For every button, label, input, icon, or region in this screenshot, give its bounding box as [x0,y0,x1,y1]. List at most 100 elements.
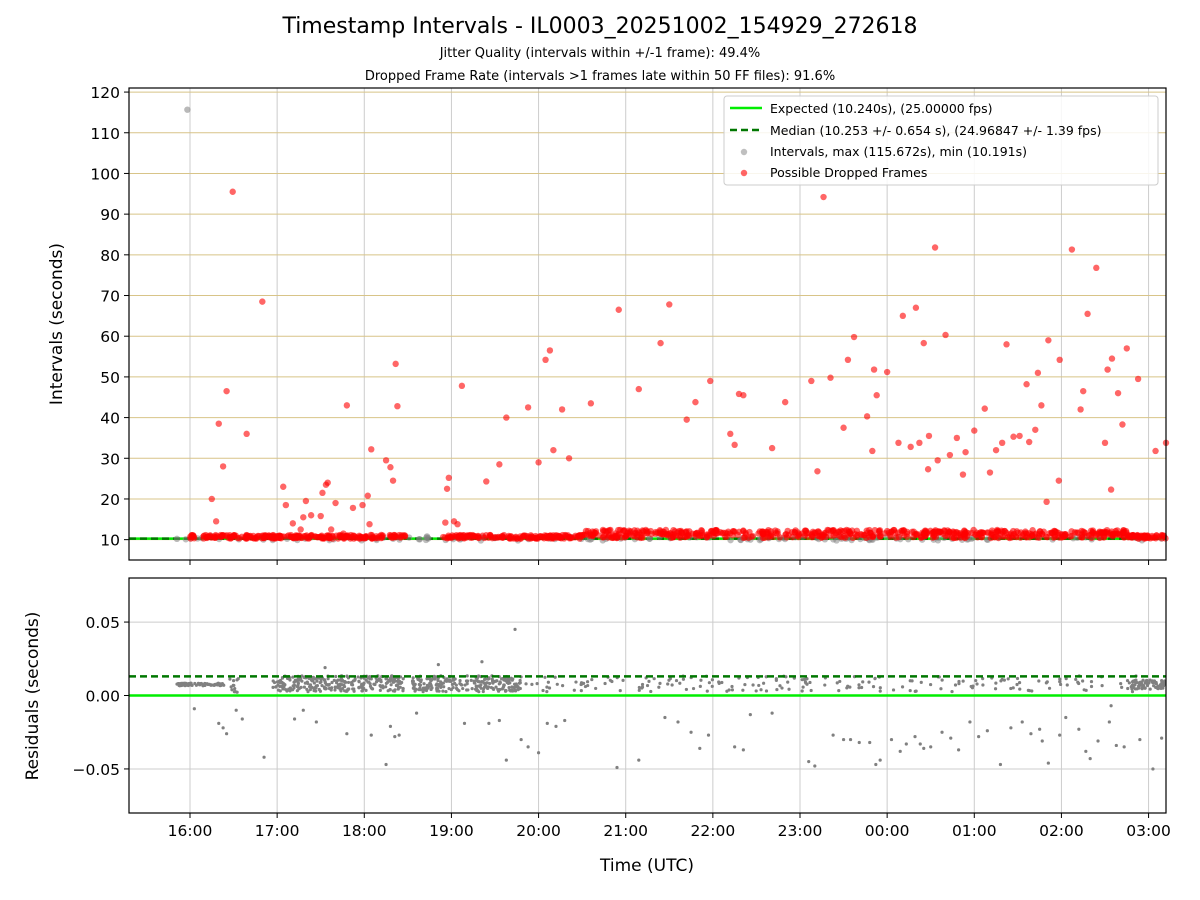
residual-point [391,679,396,683]
residual-point [436,663,440,667]
residual-point [411,676,415,680]
residual-point [845,686,849,690]
dropped-frame-point [1029,532,1036,539]
residual-point [707,681,711,685]
residual-point [306,689,310,694]
residual-point [320,683,324,688]
residual-point [857,683,861,687]
residual-point [494,685,498,689]
residual-point [1015,676,1020,681]
dropped-frame-point [216,533,224,540]
dropped-frame-point [881,530,889,537]
dropped-frame-point [1093,264,1100,272]
dropped-frame-point [767,528,775,535]
residual-point [940,678,944,682]
residual-point [480,660,484,664]
residual-point [380,684,385,688]
residual-point [969,684,973,689]
residual-point [545,685,549,689]
residual-point [1137,685,1141,689]
residual-point [743,682,747,687]
residual-point [441,681,445,685]
dropped-frame-point [212,518,220,525]
residuals-reference-lines [129,675,1166,697]
residual-point [1064,676,1068,681]
residual-point [918,742,922,746]
residual-point [1015,682,1019,687]
x-tick-label: 23:00 [778,822,823,840]
residual-point [977,735,981,739]
residual-point [419,688,423,692]
dropped-frame-point [566,535,573,542]
dropped-frame-point [1056,356,1063,364]
dropped-frame-point [683,533,691,540]
residual-point [232,690,236,694]
chart-subtitle-dropped: Dropped Frame Rate (intervals >1 frames … [364,69,836,84]
residual-point [968,720,972,724]
dropped-frame-point [587,400,595,407]
dropped-frame-point [662,526,670,534]
dropped-frame-point [327,526,335,533]
residual-point [919,680,923,685]
dropped-frame-point [401,533,408,540]
residual-point [1084,749,1088,753]
residual-point [545,690,549,694]
residual-point [710,678,714,682]
residual-point [437,689,441,693]
dropped-frame-point [486,531,494,539]
dropped-frame-point [483,478,490,485]
residual-point [998,762,1003,767]
dropped-frame-point [1104,366,1111,373]
residual-point [547,686,552,690]
residual-point [748,712,752,717]
dropped-frame-point [223,387,230,395]
residual-point [1037,679,1041,683]
dropped-frame-point [781,398,789,406]
residual-point [913,735,917,739]
dropped-frame-point [962,448,969,456]
residual-point [1096,739,1100,743]
intervals-y-tick-label: 30 [100,450,120,468]
dropped-frame-point [740,392,747,399]
residual-point [861,680,865,684]
residual-point [295,684,299,689]
dropped-frame-point [1051,531,1058,539]
residual-point [837,689,841,693]
residual-point [1047,686,1052,690]
residual-point [949,736,953,740]
dropped-frame-point [481,534,488,542]
residual-point [498,680,502,684]
residual-point [1088,757,1092,761]
residual-point [389,677,393,682]
residual-point [787,687,791,691]
dropped-frame-point [1038,402,1045,409]
residual-point [637,758,641,762]
residual-point [1162,684,1166,688]
residual-point [674,678,679,683]
residual-point [940,730,944,734]
residual-point [439,680,443,684]
legend: Expected (10.240s), (25.00000 fps) Media… [723,95,1159,186]
dropped-frame-point [868,532,876,540]
residual-point [705,689,709,693]
residual-point [733,745,737,749]
dropped-frame-point [946,451,954,459]
residual-point [900,685,905,689]
dropped-frame-point [759,530,766,538]
dropped-frame-point [844,356,852,364]
residual-point [774,677,778,681]
residual-point [448,678,452,682]
residual-point [545,721,549,726]
dropped-frame-point [1123,345,1130,352]
dropped-frame-point [724,530,731,537]
residual-point [437,682,441,687]
dropped-frame-point [631,529,639,537]
residual-point [898,749,902,753]
residual-point [993,687,998,691]
dropped-frame-point [282,501,290,509]
residual-point [193,681,197,686]
residual-point [323,687,328,691]
dropped-frame-point [565,455,573,462]
dropped-frame-point [992,446,1000,454]
